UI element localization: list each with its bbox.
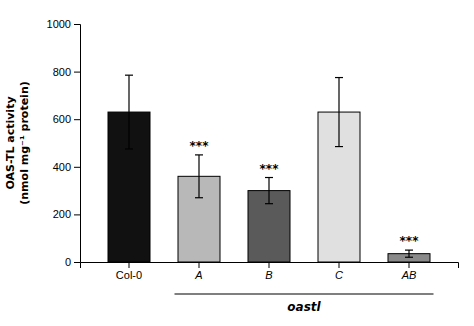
y-axis-line: [74, 25, 81, 263]
marks: [108, 75, 430, 262]
error-bar: [335, 78, 343, 147]
group-label: oastl: [287, 300, 321, 314]
x-tick: B: [265, 262, 272, 281]
x-tick-label: AB: [401, 269, 417, 281]
error-line: [198, 155, 199, 198]
error-cap: [405, 257, 413, 258]
y-tick-mark: [74, 24, 80, 25]
significance-label: ***: [190, 139, 210, 153]
x-tick: Col-0: [116, 262, 142, 281]
error-cap: [125, 75, 133, 76]
error-cap: [335, 77, 343, 78]
error-cap: [335, 146, 343, 147]
error-cap: [195, 197, 203, 198]
x-tick-mark: [199, 262, 200, 268]
y-tick-label: 400: [53, 161, 71, 173]
y-tick-label: 800: [53, 66, 71, 78]
significance-label: ***: [260, 162, 280, 176]
y-tick-mark: [74, 262, 80, 263]
error-line: [268, 178, 269, 204]
y-tick-mark: [74, 72, 80, 73]
y-axis-title: OAS-TL activity: [4, 96, 17, 189]
chart: 02004006008001000Col-0ABCAB*********oast…: [0, 0, 474, 326]
y-axis: 0 200 400 600 800 1000: [47, 18, 81, 268]
significance-label: ***: [400, 234, 420, 248]
y-tick: 0: [65, 256, 80, 268]
y-tick: 600: [53, 113, 80, 125]
y-tick: 1000: [47, 18, 80, 30]
x-tick: A: [194, 262, 202, 281]
y-tick-mark: [74, 214, 80, 215]
error-cap: [265, 177, 273, 178]
y-tick-label: 1000: [47, 18, 71, 30]
x-tick-mark: [129, 262, 130, 268]
x-tick: AB: [401, 262, 417, 281]
x-axis: Col-0ABCAB: [81, 262, 459, 281]
x-tick-label: A: [194, 269, 202, 281]
error-line: [338, 78, 339, 147]
error-cap: [405, 250, 413, 251]
error-cap: [265, 203, 273, 204]
error-bar: [125, 75, 133, 149]
error-bar: [195, 155, 203, 198]
x-tick: C: [335, 262, 343, 281]
error-line: [128, 75, 129, 149]
y-tick: 400: [53, 161, 80, 173]
x-tick-mark: [409, 262, 410, 268]
x-tick-mark: [339, 262, 340, 268]
y-tick: 800: [53, 66, 80, 78]
plot: 02004006008001000Col-0ABCAB*********oast…: [4, 18, 459, 314]
x-axis-line: [81, 263, 459, 269]
error-bar: [265, 178, 273, 204]
y-tick: 200: [53, 208, 80, 220]
y-tick-label: 200: [53, 208, 71, 220]
y-tick-mark: [74, 167, 80, 168]
y-tick-label: 600: [53, 113, 71, 125]
x-tick-label: B: [265, 269, 272, 281]
y-axis-title: (nmol mg⁻¹ protein): [18, 81, 31, 204]
y-tick-mark: [74, 119, 80, 120]
error-cap: [125, 148, 133, 149]
x-tick-mark: [269, 262, 270, 268]
error-line: [408, 250, 409, 257]
y-tick-label: 0: [65, 256, 71, 268]
error-bar: [405, 250, 413, 257]
group-bracket: [175, 293, 434, 294]
x-tick-label: Col-0: [116, 269, 142, 281]
error-cap: [195, 154, 203, 155]
x-tick-label: C: [335, 269, 343, 281]
